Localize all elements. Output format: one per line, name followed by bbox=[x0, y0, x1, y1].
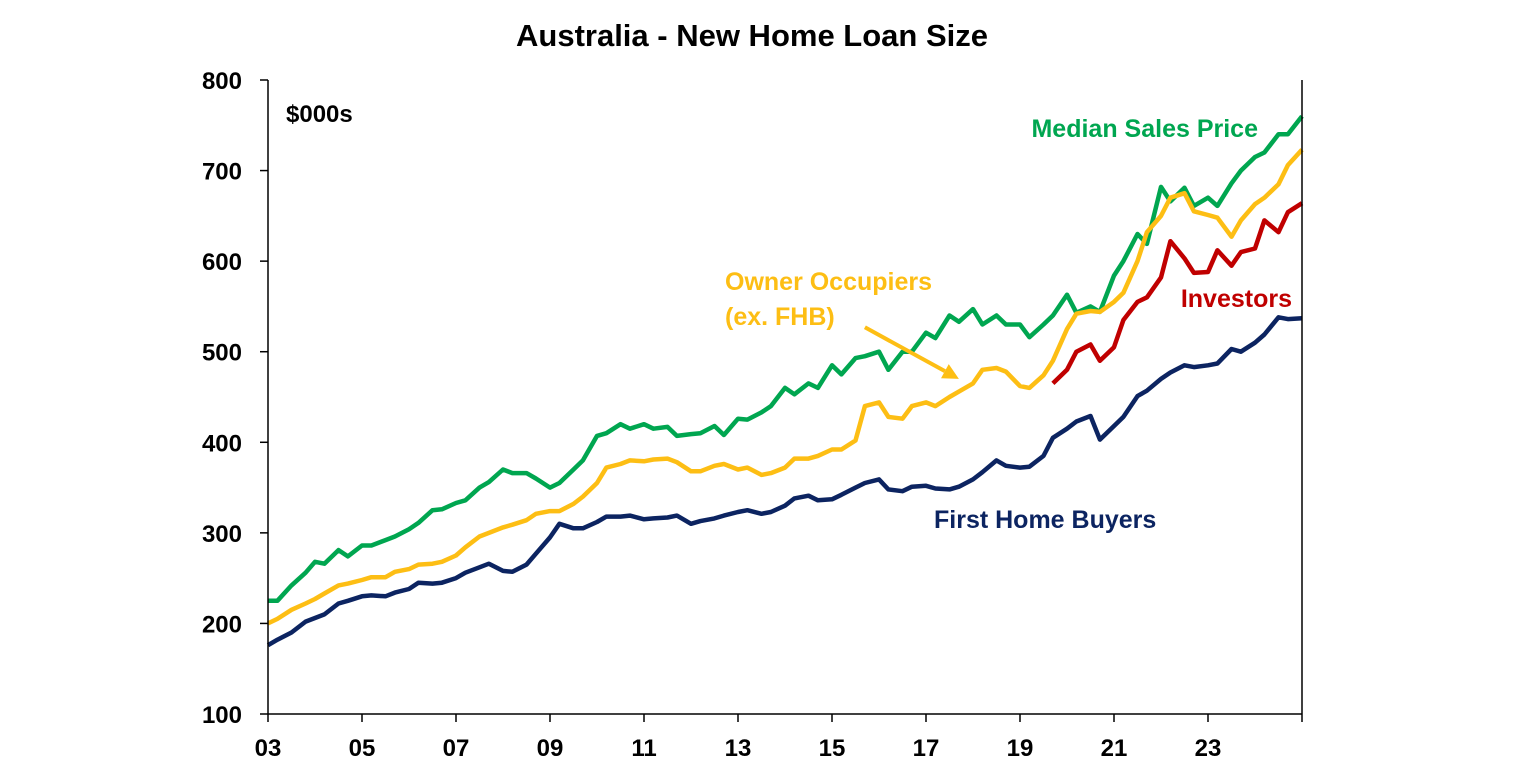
y-ticks: 100 200 300 400 500 600 700 800 bbox=[202, 68, 268, 729]
owner-occupiers-arrow bbox=[863, 325, 959, 379]
series-label-first-home-buyers: First Home Buyers bbox=[934, 506, 1156, 534]
chart-title: Australia - New Home Loan Size bbox=[516, 18, 988, 53]
series-labels: Median Sales Price Owner Occupiers (ex. … bbox=[725, 115, 1292, 534]
x-tick-label: 13 bbox=[725, 735, 752, 762]
series-line-investors bbox=[1051, 201, 1304, 386]
unit-label: $000s bbox=[286, 101, 353, 128]
x-tick-label: 07 bbox=[443, 735, 470, 762]
x-tick-label: 03 bbox=[255, 735, 282, 762]
x-tick-label: 09 bbox=[537, 735, 564, 762]
series-line-median-sales-price bbox=[268, 114, 1304, 604]
x-tick-label: 19 bbox=[1007, 735, 1034, 762]
series-line-owner-occupiers bbox=[267, 148, 1304, 626]
series-line-first-home-buyers bbox=[266, 315, 1303, 648]
y-tick-label: 800 bbox=[202, 68, 242, 95]
axes-layer bbox=[267, 80, 1303, 715]
y-tick-label: 500 bbox=[202, 340, 242, 367]
x-tick-label: 15 bbox=[819, 735, 846, 762]
y-tick-label: 200 bbox=[202, 611, 242, 638]
annotation-arrow-head bbox=[941, 364, 959, 379]
x-tick-label: 23 bbox=[1195, 735, 1222, 762]
x-tick-label: 21 bbox=[1101, 735, 1128, 762]
series-label-median-sales-price: Median Sales Price bbox=[1031, 115, 1258, 143]
series-label-owner-occupiers: Owner Occupiers bbox=[725, 268, 932, 296]
annotation-arrow-shaft bbox=[863, 325, 946, 373]
x-tick-label: 11 bbox=[631, 735, 656, 762]
y-tick-label: 300 bbox=[202, 521, 242, 548]
x-ticks: 03 05 07 09 11 13 15 17 19 21 23 bbox=[255, 714, 1303, 762]
x-tick-label: 05 bbox=[349, 735, 376, 762]
y-tick-label: 400 bbox=[202, 430, 242, 457]
series-label-investors: Investors bbox=[1181, 285, 1292, 313]
y-tick-label: 100 bbox=[202, 702, 242, 729]
y-tick-label: 600 bbox=[202, 249, 242, 276]
x-tick-label: 17 bbox=[913, 735, 940, 762]
series-layer bbox=[266, 114, 1304, 648]
y-tick-label: 700 bbox=[202, 159, 242, 186]
series-label-owner-occupiers-note: (ex. FHB) bbox=[725, 303, 835, 331]
